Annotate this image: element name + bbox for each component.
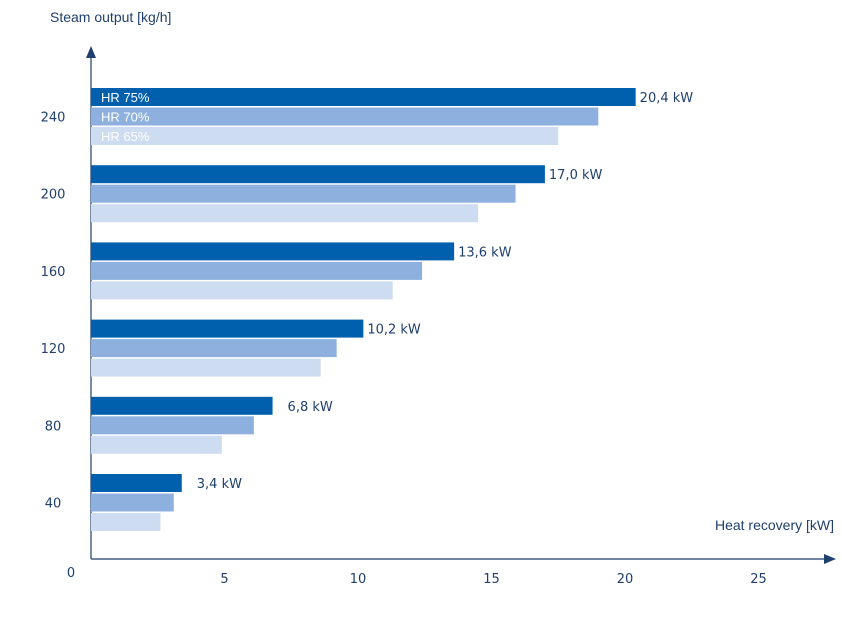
y-tick-label: 40 — [45, 497, 62, 512]
y-tick-label: 120 — [41, 342, 66, 357]
x-axis-arrow-icon — [824, 554, 836, 564]
bar — [91, 358, 321, 377]
x-tick-label: 5 — [220, 572, 228, 587]
bar — [91, 127, 559, 145]
value-label: 6,8 kW — [288, 400, 333, 415]
x-tick-label: 20 — [617, 572, 634, 587]
x-tick-labels: 5 10 15 20 25 — [220, 572, 766, 587]
x-axis-title: Heat recovery [kW] — [715, 517, 834, 533]
value-label: 13,6 kW — [458, 245, 512, 260]
value-label: 10,2 kW — [367, 323, 421, 338]
bar — [91, 339, 337, 358]
origin-tick-label: 0 — [67, 566, 75, 581]
bar — [91, 513, 161, 531]
bar-group — [91, 396, 273, 454]
bar-group — [91, 242, 455, 300]
bar — [91, 416, 254, 435]
bar — [91, 474, 182, 492]
bar-group — [91, 88, 636, 145]
y-tick-label: 240 — [41, 111, 66, 126]
bar-groups — [91, 88, 636, 531]
value-label: 3,4 kW — [197, 477, 242, 492]
bar-group — [91, 319, 364, 377]
bar — [91, 107, 599, 126]
bar — [91, 435, 222, 454]
x-tick-label: 15 — [483, 572, 500, 587]
value-labels: 20,4 kW 17,0 kW 13,6 kW 10,2 kW 6,8 kW 3,4 kW — [197, 91, 694, 492]
bar — [91, 204, 479, 223]
bar — [91, 396, 273, 415]
value-label: 17,0 kW — [549, 168, 603, 183]
x-tick-label: 25 — [750, 572, 767, 587]
bar-group — [91, 474, 182, 531]
value-label: 20,4 kW — [640, 91, 694, 106]
bar — [91, 281, 393, 300]
bar — [91, 242, 455, 261]
legend-entry: HR 75% — [101, 90, 150, 105]
y-axis-title: Steam output [kg/h] — [50, 9, 171, 25]
bar — [91, 184, 516, 203]
y-tick-label: 200 — [41, 188, 66, 203]
y-axis-arrow-icon — [86, 46, 96, 58]
bar-group — [91, 165, 545, 223]
y-tick-labels: 240 200 160 120 80 40 — [41, 111, 66, 512]
y-tick-label: 160 — [41, 265, 66, 280]
bar — [91, 319, 364, 338]
y-tick-label: 80 — [45, 419, 62, 434]
bar — [91, 261, 423, 280]
legend-entry: HR 70% — [101, 110, 150, 125]
x-tick-label: 10 — [350, 572, 367, 587]
bar — [91, 88, 636, 106]
legend-entry: HR 65% — [101, 129, 150, 144]
bar — [91, 493, 174, 512]
legend: HR 75% HR 70% HR 65% — [101, 90, 150, 144]
bar — [91, 165, 545, 184]
